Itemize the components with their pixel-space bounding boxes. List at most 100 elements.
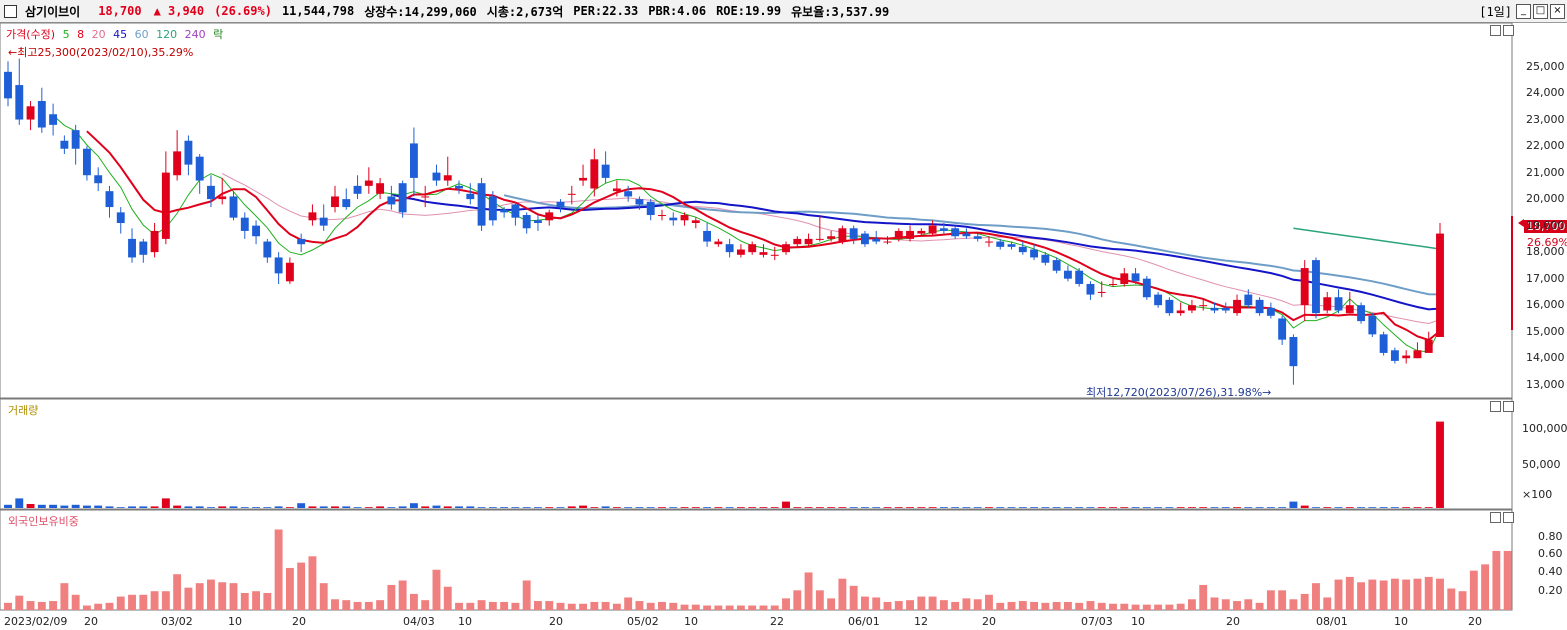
foreign-bar — [1052, 601, 1061, 610]
volume-bar — [218, 506, 227, 508]
volume-bar — [1221, 507, 1230, 508]
candle-body — [409, 143, 418, 178]
foreign-bar — [1086, 601, 1095, 610]
foreign-bar — [1165, 604, 1174, 610]
volume-panel-label: 거래량 — [8, 404, 39, 417]
foreign-bar — [1390, 578, 1399, 610]
volume-bar — [1278, 507, 1287, 508]
pbr-value: PBR:4.06 — [648, 4, 707, 18]
price-axis-tick: 14,000 — [1526, 351, 1565, 365]
volume-bar — [590, 507, 599, 508]
foreign-bar — [387, 584, 396, 610]
volume-bar — [432, 505, 441, 508]
candle-body — [522, 215, 531, 229]
volume-bar — [207, 507, 215, 508]
candle-body — [1075, 270, 1084, 284]
foreign-bar — [1345, 576, 1354, 610]
minimize-icon[interactable]: _ — [1516, 4, 1531, 19]
x-axis-tick: 20 — [549, 615, 563, 628]
listed-shares: 상장수:14,299,060 — [364, 4, 477, 19]
x-axis-tick: 10 — [458, 615, 472, 628]
candle-body — [387, 196, 396, 205]
foreign-bar — [488, 601, 497, 610]
volume-bar — [466, 506, 475, 508]
period-selector[interactable]: [1일] — [1479, 5, 1512, 19]
volume-bar — [240, 507, 249, 508]
volume-bar — [1131, 507, 1140, 508]
candle-body — [1120, 273, 1129, 284]
volume-bar — [331, 506, 339, 508]
candle-body — [1109, 283, 1117, 285]
candle-body — [1030, 249, 1039, 258]
foreign-bar — [1436, 578, 1444, 610]
foreign-bar — [1244, 599, 1253, 610]
foreign-bar — [736, 605, 745, 610]
volume-bar — [556, 507, 565, 508]
volume-bar — [421, 506, 430, 508]
volume-bar — [184, 506, 193, 508]
volume-bar — [883, 507, 892, 508]
volume-bar — [748, 507, 757, 508]
candle-body — [500, 209, 509, 213]
volume-bar — [804, 507, 813, 508]
candle-body — [1233, 299, 1241, 314]
foreign-bar — [409, 593, 418, 610]
x-axis-tick: 03/02 — [161, 615, 193, 628]
foreign-bar — [793, 590, 802, 610]
foreign-bar — [342, 600, 351, 610]
foreign-bar — [680, 604, 689, 610]
volume-bar — [680, 507, 689, 508]
foreign-bar — [37, 601, 46, 610]
volume-bar — [49, 504, 58, 508]
volume-panel — [0, 398, 1513, 510]
volume-axis-tick: 100,000 — [1522, 422, 1567, 435]
volume-bar — [579, 505, 588, 508]
candle-body — [1357, 305, 1366, 322]
volume-bar — [37, 504, 46, 508]
candle-body — [488, 196, 497, 221]
stock-name[interactable]: 삼기이브이 — [25, 4, 81, 19]
volume-bar — [1052, 507, 1061, 508]
volume-bar — [263, 507, 272, 508]
price-panel-controls[interactable] — [1490, 25, 1514, 36]
foreign-bar — [1109, 603, 1117, 610]
foreign-bar — [1199, 584, 1208, 610]
foreign-bar — [1075, 602, 1084, 610]
candle-body — [804, 238, 813, 245]
candle-body — [1334, 297, 1343, 311]
foreign-panel-controls[interactable] — [1490, 512, 1514, 523]
candle-body — [1041, 254, 1050, 263]
maximize-icon[interactable]: □ — [1533, 4, 1548, 19]
volume-panel-controls[interactable] — [1490, 401, 1514, 412]
volume-bar — [793, 507, 802, 508]
foreign-bar — [1041, 602, 1050, 610]
candle-body — [917, 230, 926, 234]
candle-body — [872, 238, 881, 242]
foreign-bar — [962, 598, 971, 610]
close-icon[interactable]: × — [1550, 4, 1565, 19]
foreign-bar — [883, 601, 892, 610]
candle-body — [973, 236, 982, 239]
foreign-bar — [624, 597, 633, 610]
volume-bar — [1063, 507, 1072, 508]
volume-bar — [635, 507, 644, 508]
volume-bar — [1030, 507, 1039, 508]
x-axis-tick: 07/03 — [1081, 615, 1113, 628]
candle-body — [331, 196, 339, 208]
volume-bar — [195, 506, 204, 508]
market-cap: 시총:2,673억 — [486, 4, 564, 19]
volume-bar — [612, 507, 621, 508]
foreign-bar — [466, 602, 475, 610]
candle-body — [60, 140, 69, 149]
select-checkbox[interactable] — [4, 4, 17, 18]
volume-bar — [725, 507, 734, 508]
foreign-bar — [195, 583, 204, 610]
foreign-bar — [646, 602, 655, 610]
volume-bar — [962, 507, 971, 508]
price-panel — [0, 22, 1513, 399]
foreign-bar — [4, 602, 12, 610]
candle-body — [782, 244, 790, 253]
candle-body — [161, 172, 170, 239]
candle-body — [985, 241, 993, 243]
